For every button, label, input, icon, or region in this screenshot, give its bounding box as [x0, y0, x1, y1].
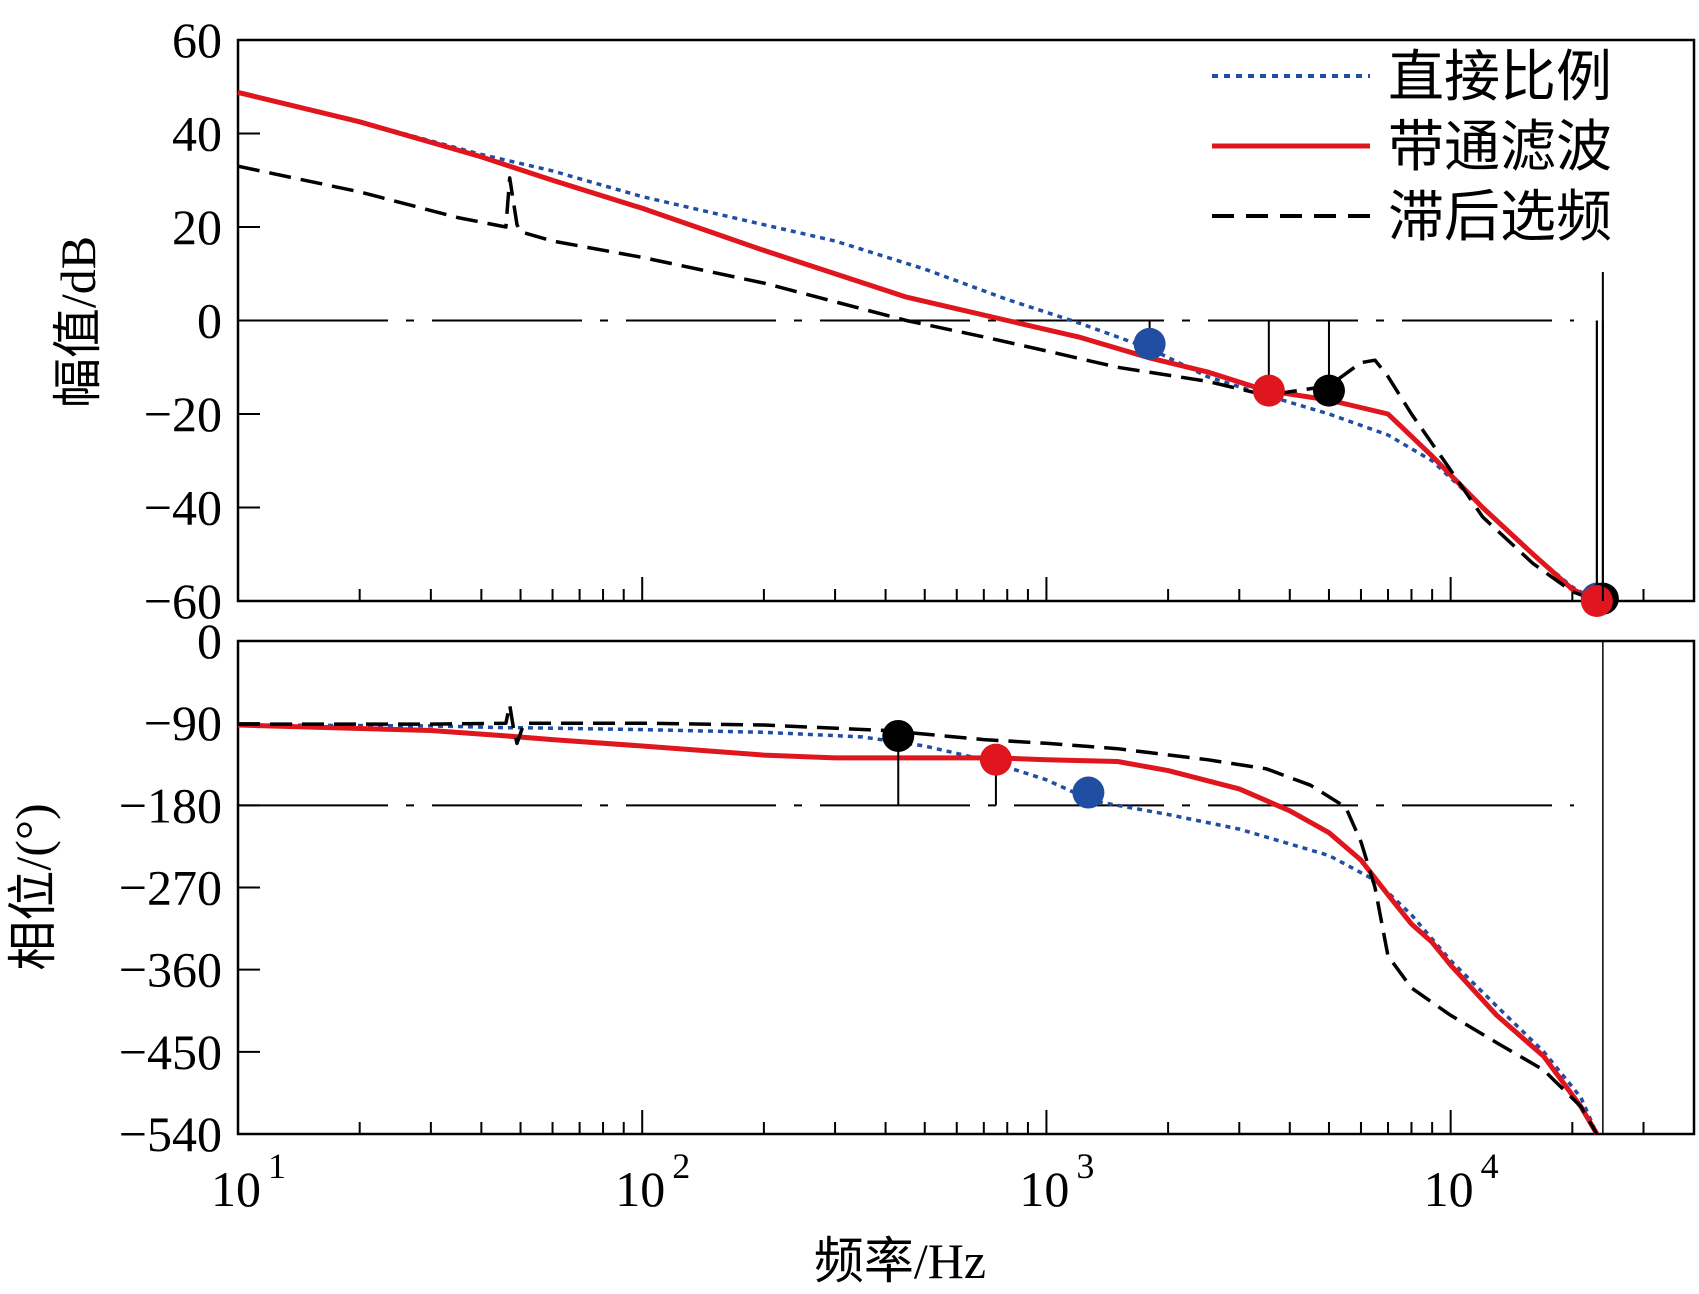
magnitude-ytick-label: 40 [172, 106, 222, 162]
xtick-label: 10 [1424, 1161, 1474, 1217]
phase-ytick-label: −450 [119, 1024, 222, 1080]
magnitude-marker [1580, 585, 1613, 617]
phase-marker [882, 719, 915, 752]
xtick-label: 10 [615, 1161, 665, 1217]
phase-ytick-label: −540 [119, 1106, 222, 1162]
phase-plot-frame [236, 639, 1696, 1136]
phase-ytick-label: −360 [119, 942, 222, 998]
phase-series-lag [238, 703, 1599, 1135]
phase-marker [1072, 776, 1105, 809]
phase-axis-label: 相位/(°) [5, 803, 61, 970]
phase-ytick-label: −90 [144, 695, 222, 751]
magnitude-panel: 60 40 20 0 −20 −40 −60 幅值/dB 直接比例 带通滤波 滞后选频 [50, 12, 1696, 629]
magnitude-ytick-label: 60 [172, 12, 222, 68]
phase-ytick-label: 0 [197, 613, 222, 669]
magnitude-marker [1133, 327, 1166, 360]
xtick-label-exponent: 3 [1076, 1146, 1094, 1186]
magnitude-marker [1312, 374, 1345, 407]
phase-marker [979, 743, 1012, 776]
phase-panel: 0−90−180−270−360−450−540 10 1 10 2 10 3 10 4 相位… [5, 613, 1696, 1289]
legend-label-direct: 直接比例 [1388, 47, 1612, 109]
magnitude-ytick-label: 0 [197, 293, 222, 349]
xtick-label-exponent: 4 [1481, 1146, 1499, 1186]
magnitude-marker [1252, 374, 1285, 407]
magnitude-series-lag [237, 164, 1598, 603]
xtick-label-exponent: 1 [268, 1146, 286, 1186]
phase-series-direct [237, 723, 1599, 1135]
magnitude-ytick-label: −60 [144, 573, 222, 629]
xtick-label-exponent: 2 [672, 1146, 690, 1186]
xtick-label: 10 [211, 1161, 261, 1217]
magnitude-ytick-label: −40 [144, 480, 222, 536]
phase-series-bandpass [237, 722, 1600, 1136]
magnitude-axis-label: 幅值/dB [50, 236, 106, 408]
legend: 直接比例 带通滤波 滞后选频 [1212, 47, 1612, 249]
frequency-axis-label: 频率/Hz [814, 1233, 986, 1289]
magnitude-ytick-label: −20 [144, 386, 222, 442]
xtick-label: 10 [1019, 1161, 1069, 1217]
phase-ytick-label: −180 [119, 777, 222, 833]
magnitude-ytick-label: 20 [172, 199, 222, 255]
phase-ytick-label: −270 [119, 860, 222, 916]
legend-label-lag: 滞后选频 [1388, 187, 1612, 249]
legend-label-bandpass: 带通滤波 [1388, 117, 1612, 179]
